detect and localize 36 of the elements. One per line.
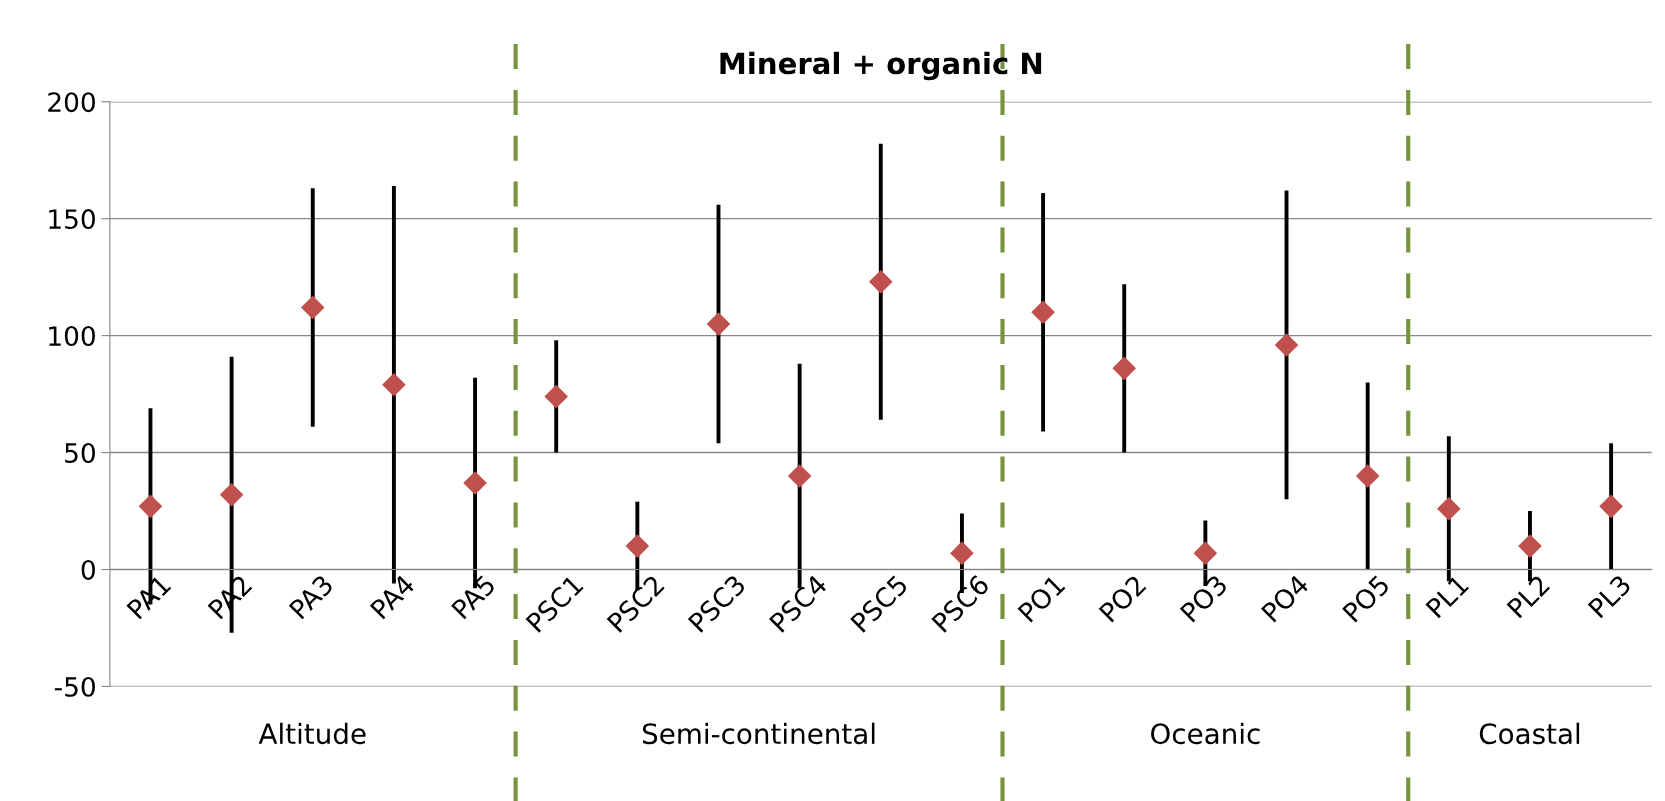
y-tick-label: -50: [54, 676, 95, 697]
point: [788, 464, 812, 488]
x-tick-label: PA4: [369, 573, 416, 620]
point: [301, 296, 325, 320]
text: Oceanic: [1151, 722, 1260, 745]
point: [869, 270, 893, 294]
point: [1437, 497, 1461, 521]
y-tick-label: 50: [65, 443, 95, 463]
y-tick-label: 0: [81, 559, 95, 580]
y-tick-label: 150: [49, 209, 95, 230]
point: [138, 494, 162, 518]
y-tick-label: 100: [49, 326, 95, 347]
point: [1356, 464, 1380, 488]
x-tick-label: PL2: [1506, 574, 1550, 619]
point: [463, 471, 487, 495]
point: [544, 384, 568, 408]
text: Semi-continental: [642, 722, 875, 745]
y-tick-label: 200: [48, 92, 95, 113]
point: [1031, 300, 1055, 324]
point: [625, 534, 649, 558]
point: [1599, 494, 1623, 518]
x-tick-label: PL1: [1425, 574, 1469, 619]
point: [706, 312, 730, 336]
x-tick-label: PA5: [451, 574, 497, 620]
point: [1275, 333, 1299, 357]
point: [220, 483, 244, 507]
point: [1112, 356, 1136, 380]
x-tick-label: PA3: [288, 574, 335, 620]
point: [950, 541, 974, 565]
x-tick-label: PL3: [1587, 574, 1632, 619]
point: [382, 373, 406, 397]
text: Altitude: [258, 722, 366, 745]
text: Coastal: [1479, 722, 1580, 745]
point: [1518, 534, 1542, 558]
point: [1193, 541, 1217, 565]
chart-title: Mineral + organic N: [720, 51, 1042, 81]
